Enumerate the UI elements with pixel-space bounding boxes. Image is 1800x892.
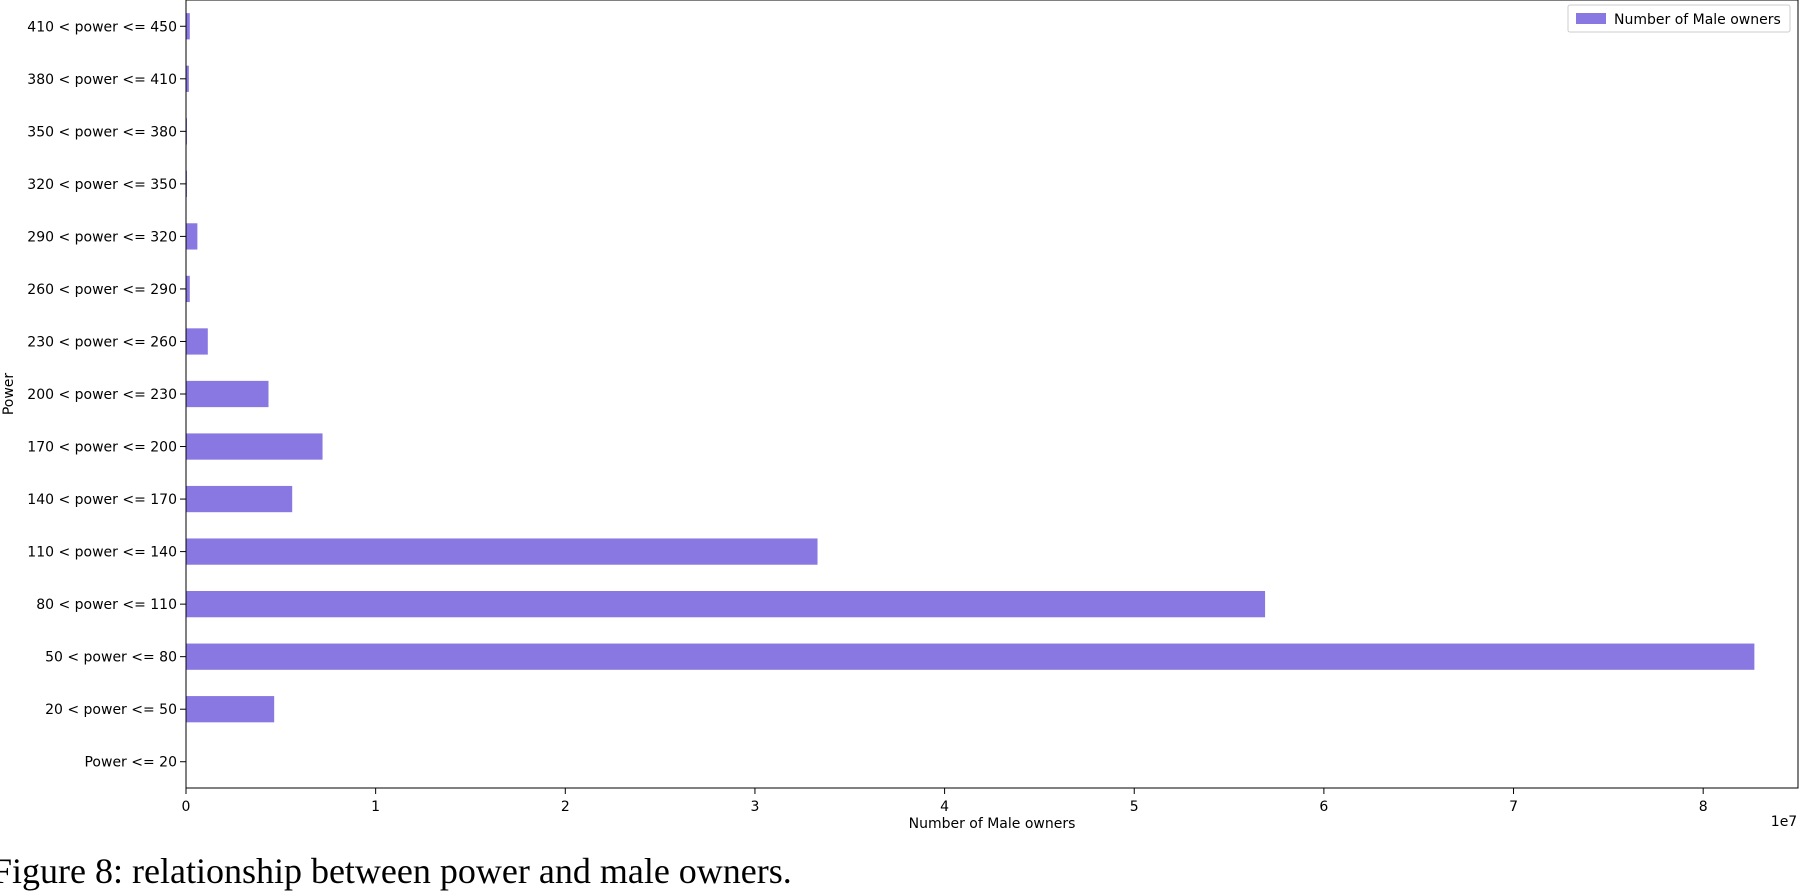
figure-caption: Figure 8: relationship between power and… (0, 851, 792, 891)
y-tick-label: 200 < power <= 230 (27, 387, 177, 403)
bar (186, 275, 190, 303)
legend-label: Number of Male owners (1614, 12, 1781, 28)
x-ticks-group: 0 1 2 3 4 5 6 7 8 (182, 788, 1708, 815)
y-tick-label: 230 < power <= 260 (27, 334, 177, 350)
x-tick-label: 7 (1509, 799, 1518, 815)
y-tick-label: 260 < power <= 290 (27, 282, 177, 298)
y-axis-label: Power (1, 373, 17, 416)
y-tick-label: 170 < power <= 200 (27, 440, 177, 456)
bar (186, 643, 1755, 670)
bar (186, 433, 323, 460)
y-tick-label: 140 < power <= 170 (27, 492, 177, 508)
y-tick-label: 50 < power <= 80 (45, 650, 177, 666)
x-tick-label: 8 (1699, 799, 1708, 815)
bar (186, 223, 198, 250)
y-tick-label: 80 < power <= 110 (36, 597, 177, 613)
bar (186, 538, 818, 565)
y-tick-label: 320 < power <= 350 (27, 177, 177, 193)
x-tick-label: 0 (182, 799, 191, 815)
x-tick-label: 2 (561, 799, 570, 815)
bar (186, 591, 1266, 618)
x-tick-label: 5 (1130, 799, 1139, 815)
y-tick-label: 350 < power <= 380 (27, 124, 177, 140)
y-tick-label: 410 < power <= 450 (27, 19, 177, 35)
y-tick-label: 380 < power <= 410 (27, 72, 177, 88)
y-tick-label: 110 < power <= 140 (27, 545, 177, 561)
plot-area-frame (185, 0, 1799, 789)
x-axis-offset-text: 1e7 (1771, 814, 1797, 830)
y-tick-label: 290 < power <= 320 (27, 229, 177, 245)
legend-box (1567, 4, 1791, 33)
chart: Power <= 20 20 < power <= 50 50 < power <=… (1, 0, 1799, 832)
y-tick-label: Power <= 20 (84, 755, 177, 771)
y-tick-label: 20 < power <= 50 (45, 702, 177, 718)
bar (186, 65, 189, 92)
x-tick-label: 3 (750, 799, 759, 815)
bar (186, 485, 293, 513)
x-axis-label: Number of Male owners (909, 816, 1076, 832)
bars-group (186, 13, 1755, 723)
bar (186, 328, 208, 355)
bar (186, 380, 269, 408)
y-ticks-group: Power <= 20 20 < power <= 50 50 < power <=… (27, 19, 186, 771)
x-tick-label: 6 (1319, 799, 1328, 815)
x-tick-label: 4 (940, 799, 949, 815)
x-tick-label: 1 (371, 799, 380, 815)
legend: Number of Male owners (1567, 4, 1791, 33)
bar (186, 696, 275, 723)
bar (186, 13, 190, 40)
legend-swatch (1576, 13, 1606, 24)
